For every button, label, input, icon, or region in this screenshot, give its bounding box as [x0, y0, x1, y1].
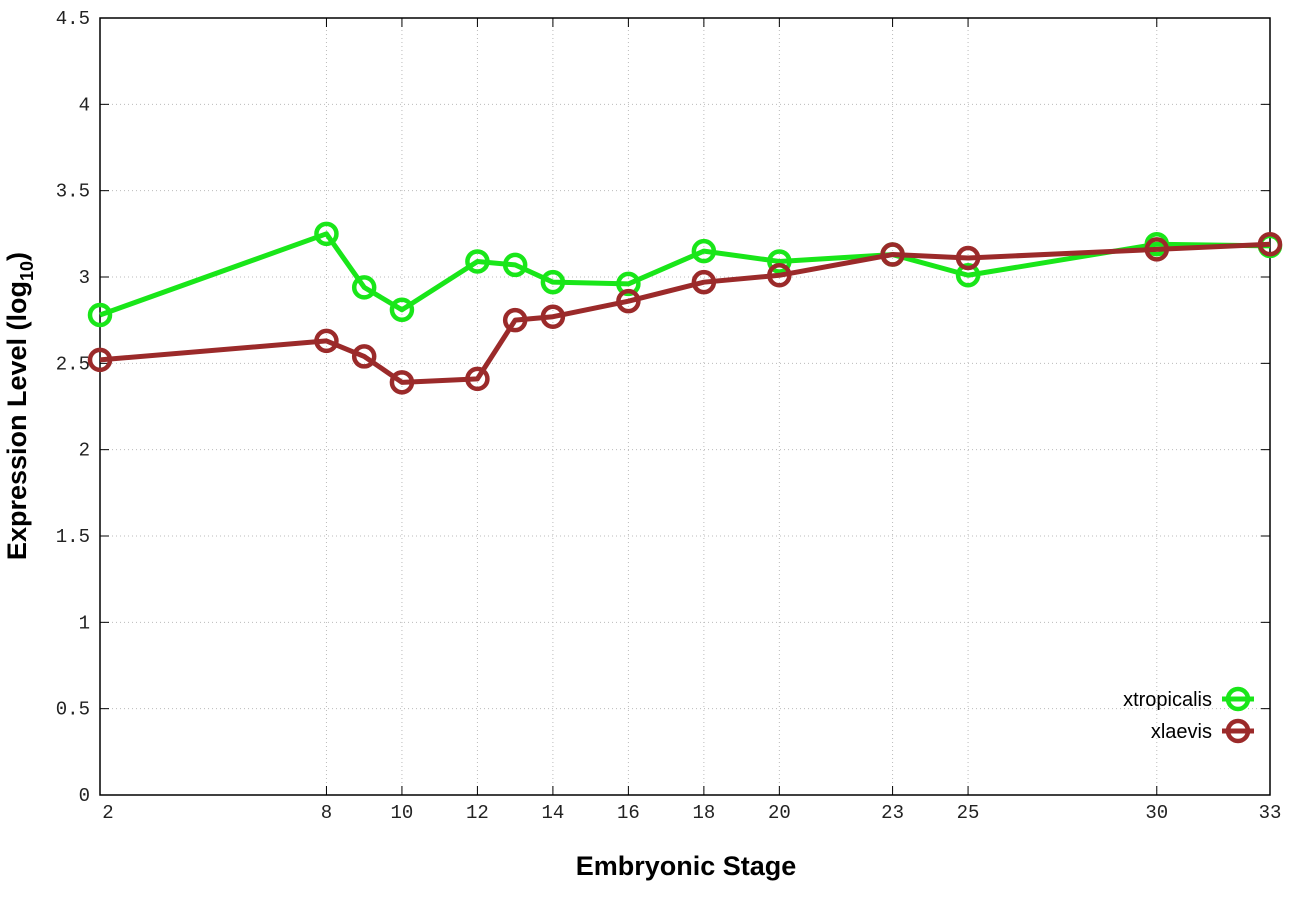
y-tick-label: 1 — [79, 612, 90, 634]
x-tick-label: 14 — [541, 802, 564, 824]
data-point-xlaevis — [616, 288, 641, 314]
data-point-xtropicalis — [767, 249, 792, 274]
data-point-xtropicalis — [351, 275, 377, 300]
y-tick-label: 0.5 — [56, 699, 90, 721]
y-tick-label: 0 — [79, 785, 90, 807]
x-tick-label: 12 — [466, 802, 489, 824]
data-point-xtropicalis — [502, 252, 528, 278]
x-tick-label: 8 — [321, 802, 332, 824]
data-point-xtropicalis — [87, 302, 113, 328]
y-tick-label: 3 — [79, 267, 90, 289]
ticks: 0 0.5 1 1.5 2 2.5 3 3.5 4 4.5 2 8 10 12 14 16 18 20 23 25 30… — [56, 8, 1282, 824]
x-tick-label: 2 — [102, 802, 113, 824]
data-point-xlaevis — [1257, 231, 1283, 257]
y-tick-label: 2.5 — [56, 353, 90, 375]
series-line-xlaevis — [99, 241, 1271, 385]
grid — [100, 18, 1270, 795]
data-point-xtropicalis — [389, 297, 415, 323]
data-point-xtropicalis — [540, 269, 566, 295]
x-tick-label: 18 — [692, 802, 715, 824]
data-point-xtropicalis — [955, 263, 981, 288]
x-tick-label: 25 — [957, 802, 980, 824]
y-tick-label: 2 — [79, 440, 90, 462]
data-point-xtropicalis — [616, 271, 641, 297]
legend: xtropicalis xlaevis — [1123, 686, 1254, 744]
data-point-xtropicalis — [691, 238, 717, 264]
x-tick-label: 10 — [391, 802, 414, 824]
x-tick-label: 20 — [768, 802, 791, 824]
data-point-xlaevis — [955, 245, 981, 271]
series-line-xtropicalis — [99, 231, 1271, 318]
data-point-xlaevis — [1144, 237, 1170, 262]
y-tick-label: 1.5 — [56, 526, 90, 548]
y-axis-label-close: ) — [2, 252, 32, 261]
data-point-xtropicalis — [465, 249, 490, 274]
data-point-xlaevis — [502, 307, 528, 333]
y-axis-label-sub: 10 — [17, 261, 37, 281]
x-tick-label: 23 — [881, 802, 904, 824]
x-tick-label: 16 — [617, 802, 640, 824]
x-tick-label: 33 — [1259, 802, 1282, 824]
data-point-xlaevis — [880, 242, 905, 267]
y-tick-label: 4 — [79, 94, 90, 116]
y-tick-label: 4.5 — [56, 8, 90, 30]
plot-frame — [99, 17, 1271, 796]
data-point-xlaevis — [540, 304, 566, 329]
legend-marker-xtropicalis — [1225, 686, 1251, 712]
y-tick-label: 3.5 — [56, 181, 90, 203]
y-axis-label-main: Expression Level (log — [2, 281, 32, 560]
data-point-xlaevis — [87, 347, 113, 373]
legend-label-xtropicalis: xtropicalis — [1123, 689, 1212, 711]
legend-marker-xlaevis — [1225, 718, 1251, 744]
data-point-xlaevis — [389, 370, 415, 395]
y-axis-label: Expression Level (log10) — [2, 252, 37, 560]
data-point-xlaevis — [465, 366, 490, 392]
x-axis-label: Embryonic Stage — [576, 851, 797, 881]
data-point-xtropicalis — [314, 221, 339, 247]
x-tick-label: 30 — [1145, 802, 1168, 824]
data-point-xlaevis — [691, 269, 717, 295]
data-point-xlaevis — [314, 328, 339, 354]
data-point-xlaevis — [351, 344, 377, 369]
series-layer — [87, 221, 1283, 395]
data-point-xlaevis — [767, 263, 792, 288]
legend-label-xlaevis: xlaevis — [1151, 721, 1212, 743]
